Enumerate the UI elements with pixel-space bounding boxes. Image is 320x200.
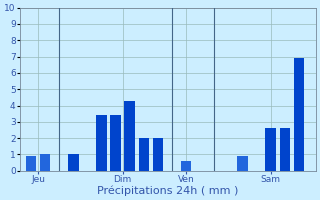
Bar [237,156,248,171]
Bar [139,138,149,171]
Bar [124,101,135,171]
Bar [68,154,79,171]
Bar [181,161,191,171]
Bar [280,128,290,171]
Bar [26,156,36,171]
Bar [40,154,51,171]
Bar [266,128,276,171]
Bar [110,115,121,171]
Bar [96,115,107,171]
Bar [153,138,163,171]
Bar [294,58,304,171]
X-axis label: Précipitations 24h ( mm ): Précipitations 24h ( mm ) [97,185,238,196]
